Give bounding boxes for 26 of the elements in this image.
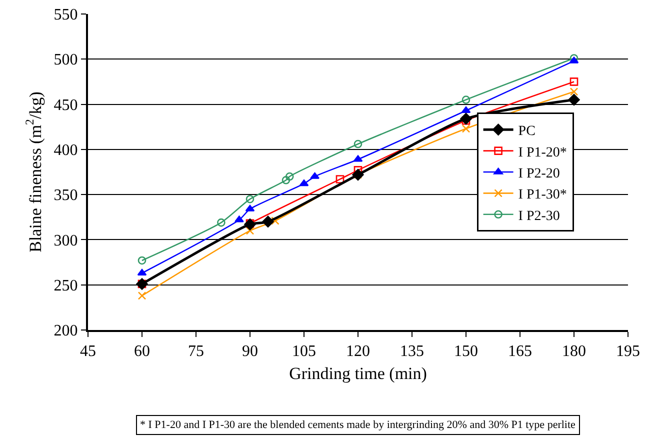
x-tick-label: 180 xyxy=(562,343,586,360)
x-tick-label: 60 xyxy=(134,343,150,360)
x-tick-label: 165 xyxy=(508,343,532,360)
x-tick-label: 120 xyxy=(346,343,370,360)
y-tick-label: 250 xyxy=(54,277,78,294)
legend-label: PC xyxy=(518,124,536,140)
legend-label: I P1-20* xyxy=(518,145,567,160)
legend-label: I P2-30 xyxy=(518,208,560,224)
y-tick-label: 350 xyxy=(54,187,78,204)
x-tick-label: 150 xyxy=(454,343,478,360)
x-tick-label: 105 xyxy=(292,343,316,360)
x-tick-label: 90 xyxy=(242,343,258,360)
x-tick-label: 195 xyxy=(616,343,640,360)
x-axis-title: Grinding time (min) xyxy=(289,364,427,384)
x-tick-label: 135 xyxy=(400,343,424,360)
y-tick-label: 550 xyxy=(54,6,78,24)
y-tick-label: 500 xyxy=(54,52,78,69)
text: * I P1-20 and I P1-30 are the blended cements made by intergrinding 20% and 30% P1 type perlite xyxy=(140,419,576,431)
legend-label: I P1-30* xyxy=(518,188,567,203)
legend-label: I P2-20 xyxy=(518,166,560,182)
y-tick-label: 300 xyxy=(54,232,78,250)
y-tick-label: 200 xyxy=(54,322,78,340)
y-tick-label: 450 xyxy=(54,96,78,114)
y-tick-label: 400 xyxy=(54,142,78,160)
x-tick-label: 75 xyxy=(188,343,204,360)
x-tick-label: 45 xyxy=(80,343,96,360)
